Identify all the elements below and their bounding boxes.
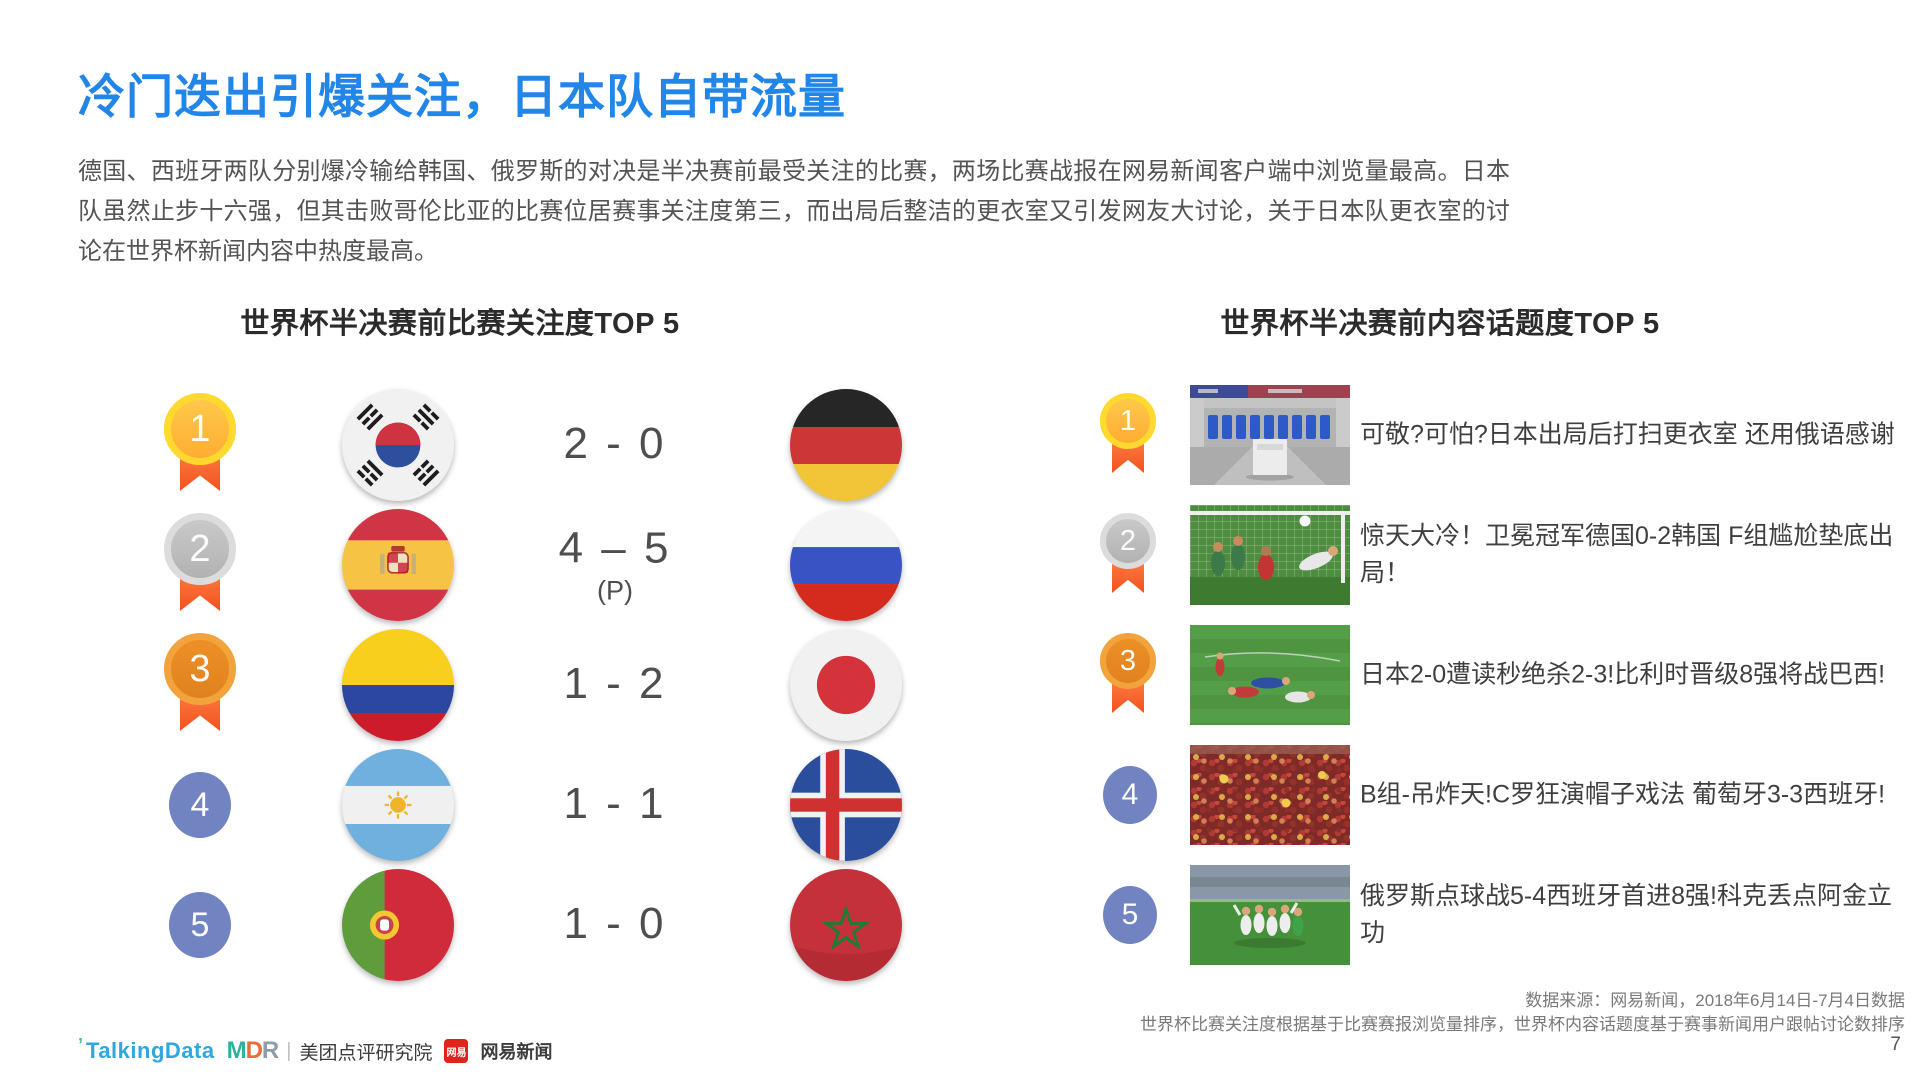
- colombia-flag-icon: [342, 629, 454, 741]
- score-note: (P): [597, 575, 633, 606]
- topic-headline: 日本2-0遭读秒绝杀2-3!比利时晋级8强将战巴西!: [1360, 660, 1886, 689]
- silver-medal-icon: 2: [164, 513, 236, 617]
- locker-room-photo: [1190, 385, 1350, 485]
- spain-flag-icon: [342, 509, 454, 621]
- talkingdata-tick-icon: ’: [78, 1034, 84, 1055]
- mdr-letter-d: D: [245, 1037, 263, 1064]
- topic-row: 5 俄罗斯点球战5-4西班牙首进8强!科克丢点阿金立功: [1060, 855, 1920, 975]
- footer-logos: ’ TalkingData MDR | 美团点评研究院 网易 网易新闻: [78, 1034, 553, 1066]
- rank-badge: 4: [169, 772, 231, 838]
- netease-news-logo: 网易新闻: [480, 1042, 553, 1062]
- score-value: 1 - 2: [563, 659, 667, 708]
- score-value: 2 - 0: [563, 419, 667, 468]
- topic-headline: 俄罗斯点球战5-4西班牙首进8强!科克丢点阿金立功: [1360, 882, 1892, 947]
- topic-headline: 惊天大冷！卫冕冠军德国0-2韩国 F组尴尬垫底出局！: [1360, 522, 1894, 587]
- match-score: 2 - 0: [490, 419, 740, 471]
- data-source-line2: 世界杯比赛关注度根据基于比赛赛报浏览量排序，世界杯内容话题度基于赛事新闻用户跟帖…: [1140, 1015, 1905, 1034]
- page-title: 冷门迭出引爆关注，日本队自带流量: [78, 70, 846, 123]
- rank-number: 3: [164, 633, 236, 705]
- topic-row: 2 惊天大冷！卫冕冠军德国0-2韩国 F组: [1060, 495, 1920, 615]
- page-number: 7: [1890, 1034, 1901, 1055]
- mdr-letter-r: R: [261, 1037, 279, 1064]
- match-row: 2 4 – 5 (P): [140, 505, 902, 625]
- rank-number: 5: [1121, 898, 1139, 931]
- topic-row: 3 日本2-0遭读秒绝杀2-3!比利时晋级8强将战巴西!: [1060, 615, 1920, 735]
- topic-headline: B组-吊炸天!C罗狂演帽子戏法 葡萄牙3-3西班牙!: [1360, 780, 1886, 809]
- topic-row: 1: [1060, 375, 1920, 495]
- match-score: 4 – 5 (P): [490, 524, 740, 607]
- rank-number: 4: [190, 785, 210, 824]
- argentina-flag-icon: [342, 749, 454, 861]
- pitch-players-photo: [1190, 625, 1350, 725]
- rank-number: 2: [1100, 513, 1156, 569]
- silver-medal-icon: 2: [1100, 513, 1156, 597]
- content-topic-panel: 1: [1060, 0, 1920, 1080]
- talkingdata-logo: TalkingData: [86, 1038, 215, 1063]
- left-panel-title: 世界杯半决赛前比赛关注度TOP 5: [240, 308, 680, 340]
- rank-number: 1: [1100, 393, 1156, 449]
- match-score: 1 - 1: [490, 779, 740, 831]
- mdr-logo: MDR: [226, 1037, 280, 1065]
- iceland-flag-icon: [790, 749, 902, 861]
- rank-badge: 5: [1103, 886, 1157, 944]
- gold-medal-icon: 1: [1100, 393, 1156, 477]
- data-source-line1: 数据来源：网易新闻，2018年6月14日-7月4日数据: [1525, 991, 1905, 1010]
- score-value: 4 – 5: [558, 523, 672, 573]
- rank-number: 4: [1121, 778, 1139, 811]
- rank-badge: 5: [169, 892, 231, 958]
- mdr-letter-m: M: [226, 1037, 247, 1064]
- match-row: 3 1 - 2: [140, 625, 902, 745]
- rank-badge: 4: [1103, 766, 1157, 824]
- score-value: 1 - 1: [563, 779, 667, 828]
- bronze-medal-icon: 3: [164, 633, 236, 737]
- south-korea-flag-icon: [342, 389, 454, 501]
- japan-flag-icon: [790, 629, 902, 741]
- rank-number: 2: [164, 513, 236, 585]
- fans-crowd-photo: [1190, 745, 1350, 845]
- meituan-dianping-logo: 美团点评研究院: [299, 1042, 433, 1064]
- rank-number: 3: [1100, 633, 1156, 689]
- rank-number: 5: [190, 905, 210, 944]
- rank-number: 1: [164, 393, 236, 465]
- russia-flag-icon: [790, 509, 902, 621]
- intro-paragraph: 德国、西班牙两队分别爆冷输给韩国、俄罗斯的对决是半决赛前最受关注的比赛，两场比赛…: [78, 158, 1510, 265]
- score-value: 1 - 0: [563, 899, 667, 948]
- topic-row: 4: [1060, 735, 1920, 855]
- match-row: 4 1 - 1: [140, 745, 902, 865]
- match-row: 5 1 - 0: [140, 865, 902, 985]
- gold-medal-icon: 1: [164, 393, 236, 497]
- netease-app-icon: 网易: [444, 1039, 469, 1063]
- match-score: 1 - 2: [490, 659, 740, 711]
- match-score: 1 - 0: [490, 899, 740, 951]
- morocco-flag-icon: [790, 869, 902, 981]
- germany-flag-icon: [790, 389, 902, 501]
- match-attention-panel: 1 2 - 0: [140, 0, 902, 1080]
- team-celebration-photo: [1190, 865, 1350, 965]
- match-row: 1 2 - 0: [140, 385, 902, 505]
- bronze-medal-icon: 3: [1100, 633, 1156, 717]
- topic-headline: 可敬?可怕?日本出局后打扫更衣室 还用俄语感谢: [1360, 420, 1895, 449]
- goal-save-photo: [1190, 505, 1350, 605]
- right-panel-title: 世界杯半决赛前内容话题度TOP 5: [1220, 308, 1660, 340]
- logo-separator: |: [286, 1039, 292, 1062]
- portugal-flag-icon: [342, 869, 454, 981]
